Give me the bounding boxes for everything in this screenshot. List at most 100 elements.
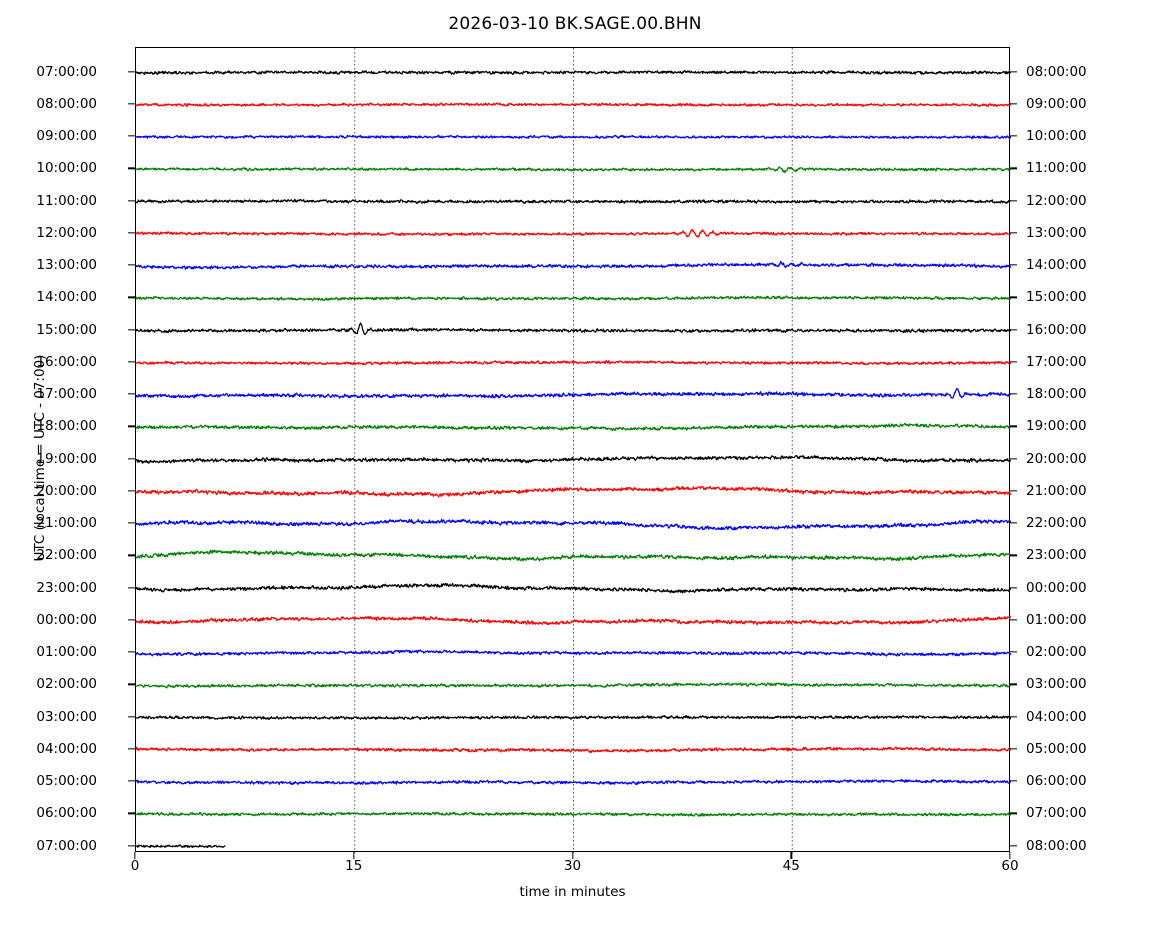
y-axis-left-tick [128,715,135,718]
seismogram-trace [136,423,1011,432]
x-axis-tick-label: 45 [782,858,800,874]
y-axis-right-label: 15:00:00 [1026,289,1087,306]
y-axis-left-tick [128,167,135,169]
y-axis-left-tick [128,651,135,653]
y-axis-left-label: 10:00:00 [36,160,97,177]
y-axis-right-tick [1010,393,1017,395]
y-axis-right-label: 07:00:00 [1026,805,1087,822]
y-axis-right-label: 09:00:00 [1026,95,1087,112]
y-axis-right-label: 16:00:00 [1026,321,1087,338]
seismogram-trace [136,387,1011,399]
y-axis-right-label: 13:00:00 [1026,224,1087,241]
y-axis-right-label: 03:00:00 [1026,676,1087,693]
seismogram-trace [136,549,1011,562]
y-axis-left-label: 23:00:00 [36,579,97,596]
x-axis-tick-mark [353,852,355,859]
y-axis-right-label: 08:00:00 [1026,63,1087,80]
left-axis-labels: 07:00:00 08:00:00 09:00:00 10:00:00 11:00:00… [0,0,125,950]
x-axis-tick-label: 60 [1001,858,1019,874]
y-axis-left-tick [128,457,135,460]
seismogram-trace [136,778,1011,786]
y-axis-left-label: 09:00:00 [36,128,97,144]
seismogram-trace [136,455,1011,464]
y-axis-right-label: 19:00:00 [1026,418,1087,435]
y-axis-right-tick [1010,619,1017,621]
y-axis-left-label: 20:00:00 [36,482,97,499]
x-axis-tick-label: 15 [345,858,363,874]
y-axis-right-tick [1010,70,1017,73]
y-axis-right-tick [1010,296,1017,298]
y-axis-right-label: 00:00:00 [1026,579,1087,596]
y-axis-left-tick [128,780,135,782]
y-axis-right-label: 08:00:00 [1026,837,1087,854]
seismogram-trace [136,359,1011,366]
y-axis-right-tick [1010,651,1017,653]
y-axis-left-tick [128,264,135,266]
y-axis-left-tick [128,554,135,556]
y-axis-left-tick [128,296,135,298]
seismogram-trace [136,844,226,849]
y-axis-left-tick [128,361,135,363]
y-axis-left-label: 19:00:00 [36,450,97,467]
y-axis-right-label: 06:00:00 [1026,773,1087,789]
y-axis-left-tick [128,844,135,847]
y-axis-left-tick [128,393,135,395]
x-axis-tick-labels: 0 15 30 45 60 [0,858,1150,882]
y-axis-left-label: 16:00:00 [36,353,97,370]
y-axis-left-label: 07:00:00 [36,837,97,854]
y-axis-right-label: 04:00:00 [1026,708,1087,725]
seismogram-trace [136,518,1011,531]
y-axis-right-tick [1010,361,1017,363]
y-axis-left-tick [128,135,135,137]
y-axis-left-tick [128,490,135,492]
seismogram-trace [136,322,1011,336]
y-axis-left-label: 15:00:00 [36,321,97,338]
y-axis-right-tick [1010,167,1017,169]
seismogram-trace [136,649,1011,657]
x-axis-tick-mark [790,852,792,859]
y-axis-left-tick [128,199,135,202]
y-axis-left-label: 08:00:00 [36,95,97,112]
x-axis-tick-mark [1009,852,1011,859]
seismogram-trace [136,198,1011,205]
y-axis-left-tick [128,328,135,331]
x-axis-title: time in minutes [519,884,626,900]
seismogram-trace [136,134,1011,140]
y-axis-right-tick [1010,683,1017,685]
y-axis-left-label: 05:00:00 [36,773,97,789]
y-axis-right-tick [1010,844,1017,847]
seismogram-trace [136,811,1011,817]
y-axis-left-tick [128,103,135,105]
y-axis-left-tick [128,232,135,234]
y-axis-left-label: 22:00:00 [36,547,97,564]
y-axis-right-label: 02:00:00 [1026,644,1087,660]
y-axis-left-label: 02:00:00 [36,676,97,693]
y-axis-left-label: 12:00:00 [36,224,97,241]
seismogram-trace [136,582,1011,594]
x-axis-tick-mark [134,852,136,859]
y-axis-left-tick [128,812,135,814]
y-axis-right-label: 11:00:00 [1026,160,1087,177]
y-axis-right-tick [1010,135,1017,137]
y-axis-right-tick [1010,232,1017,234]
y-axis-left-tick [128,522,135,524]
y-axis-left-tick [128,683,135,685]
y-axis-right-label: 23:00:00 [1026,547,1087,564]
seismogram-trace [136,102,1011,108]
y-axis-right-tick [1010,457,1017,460]
y-axis-right-label: 12:00:00 [1026,192,1087,209]
x-axis-tick-label: 30 [563,858,582,874]
y-axis-right-tick [1010,780,1017,782]
y-axis-right-tick [1010,812,1017,814]
y-axis-right-tick [1010,103,1017,105]
y-axis-right-tick [1010,490,1017,492]
y-axis-right-label: 17:00:00 [1026,353,1087,370]
seismogram-trace [136,485,1011,498]
y-axis-right-tick [1010,522,1017,524]
y-axis-left-label: 03:00:00 [36,708,97,725]
y-axis-left-tick [128,70,135,73]
seismogram-trace [136,260,1011,270]
x-axis-tick-mark [571,852,574,859]
right-axis-labels: 08:00:00 09:00:00 10:00:00 11:00:00 12:00:00… [1026,0,1150,950]
y-axis-left-label: 11:00:00 [36,192,97,209]
